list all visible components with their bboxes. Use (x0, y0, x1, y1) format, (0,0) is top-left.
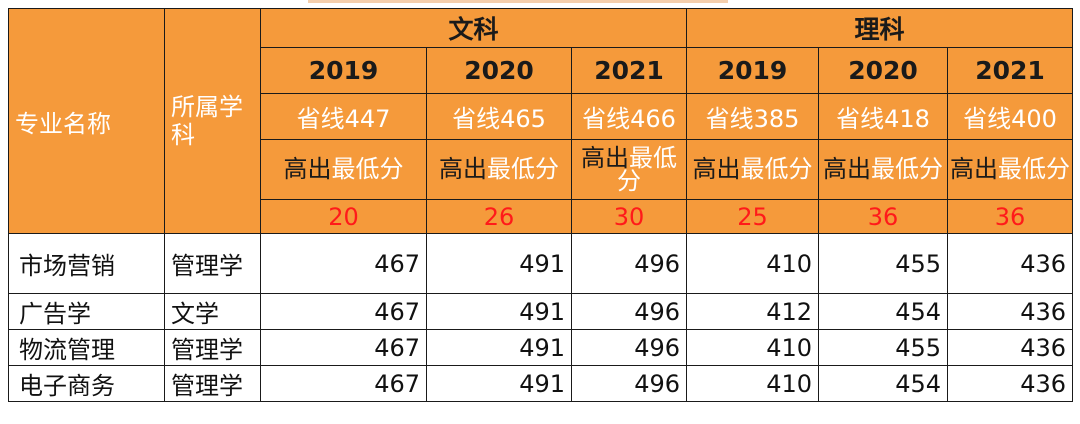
subject-header: 所属学科 (164, 8, 261, 234)
diff-cell: 36 (818, 199, 949, 234)
above-prefix: 高出 (439, 155, 487, 183)
score-cell: 467 (260, 293, 427, 330)
above-suffix: 最低分 (617, 143, 677, 195)
score-cell: 496 (570, 329, 688, 366)
liberal-arts-group-header: 文科 (259, 8, 688, 48)
score-cell: 454 (818, 293, 949, 330)
score-cell: 496 (570, 365, 688, 402)
above-min-header: 高出最低分 (260, 139, 427, 200)
score-cell: 491 (426, 233, 572, 294)
score-cell: 467 (260, 329, 427, 366)
above-suffix: 最低分 (331, 155, 404, 183)
above-suffix: 最低分 (487, 155, 559, 183)
score-cell: 455 (818, 329, 949, 366)
score-cell: 496 (570, 293, 688, 330)
score-cell: 436 (947, 233, 1074, 294)
diff-cell: 30 (570, 199, 688, 234)
score-cell: 410 (686, 329, 820, 366)
major-name-cell: 广告学 (8, 293, 165, 330)
above-prefix: 高出 (692, 155, 741, 183)
diff-cell: 20 (260, 199, 427, 234)
table-row: 市场营销 管理学 467 491 496 410 455 436 (8, 233, 1074, 294)
above-prefix: 高出 (283, 155, 332, 183)
above-prefix: 高出 (950, 155, 999, 183)
above-min-header: 高出最低分 (686, 139, 820, 200)
header-row-groups: 专业名称 所属学科 文科 理科 (8, 8, 1074, 234)
diff-cell: 36 (947, 199, 1074, 234)
table-row: 电子商务 管理学 467 491 496 410 454 436 (8, 365, 1074, 402)
above-prefix: 高出 (823, 155, 872, 183)
admission-score-table: 专业名称 所属学科 文科 理科 2019 2020 2021 2019 2020… (8, 8, 1074, 402)
score-cell: 491 (426, 365, 572, 402)
score-cell: 410 (686, 233, 820, 294)
above-min-header: 高出最低分 (947, 139, 1074, 200)
province-line-cell: 省线466 (570, 93, 688, 140)
year-header: 2020 (818, 47, 949, 94)
science-group-header: 理科 (686, 8, 1074, 48)
year-header: 2021 (570, 47, 688, 94)
above-min-header: 高出最低分 (426, 139, 572, 200)
header-row-province-lines: 省线447 省线465 省线466 省线385 省线418 省线400 (9, 93, 1074, 140)
above-suffix: 最低分 (740, 155, 813, 183)
year-header: 2019 (686, 47, 820, 94)
province-line-cell: 省线385 (686, 93, 820, 140)
province-line-cell: 省线400 (947, 93, 1074, 140)
above-suffix: 最低分 (871, 155, 944, 183)
year-header: 2020 (426, 47, 572, 94)
above-suffix: 最低分 (998, 155, 1071, 183)
score-cell: 436 (947, 365, 1074, 402)
table-row: 广告学 文学 467 491 496 412 454 436 (8, 293, 1074, 330)
major-name-header: 专业名称 (8, 8, 165, 234)
score-cell: 410 (686, 365, 820, 402)
major-name-cell: 电子商务 (8, 365, 165, 402)
table-row: 物流管理 管理学 467 491 496 410 455 436 (8, 329, 1074, 366)
province-line-cell: 省线465 (426, 93, 572, 140)
subject-cell: 文学 (164, 293, 261, 330)
score-cell: 467 (260, 233, 427, 294)
score-cell: 455 (818, 233, 949, 294)
above-min-header: 高出最低分 (818, 139, 949, 200)
header-row-years: 2019 2020 2021 2019 2020 2021 (9, 47, 1074, 94)
cropped-caption-remnant (308, 0, 728, 3)
year-header: 2019 (260, 47, 427, 94)
score-cell: 491 (426, 329, 572, 366)
header-row-diffs: 20 26 30 25 36 36 (9, 199, 1074, 234)
score-cell: 491 (426, 293, 572, 330)
score-cell: 496 (570, 233, 688, 294)
subject-cell: 管理学 (164, 365, 261, 402)
score-cell: 436 (947, 329, 1074, 366)
diff-cell: 26 (426, 199, 572, 234)
above-prefix: 高出 (581, 143, 629, 172)
above-min-header: 高出最低分 (570, 139, 688, 200)
province-line-cell: 省线418 (818, 93, 949, 140)
year-header: 2021 (947, 47, 1074, 94)
score-cell: 467 (260, 365, 427, 402)
score-cell: 436 (947, 293, 1074, 330)
subject-cell: 管理学 (164, 233, 261, 294)
major-name-cell: 市场营销 (8, 233, 165, 294)
score-cell: 454 (818, 365, 949, 402)
province-line-cell: 省线447 (260, 93, 427, 140)
diff-cell: 25 (686, 199, 820, 234)
score-cell: 412 (686, 293, 820, 330)
major-name-cell: 物流管理 (8, 329, 165, 366)
top-edge-strip (0, 0, 1080, 6)
subject-cell: 管理学 (164, 329, 261, 366)
